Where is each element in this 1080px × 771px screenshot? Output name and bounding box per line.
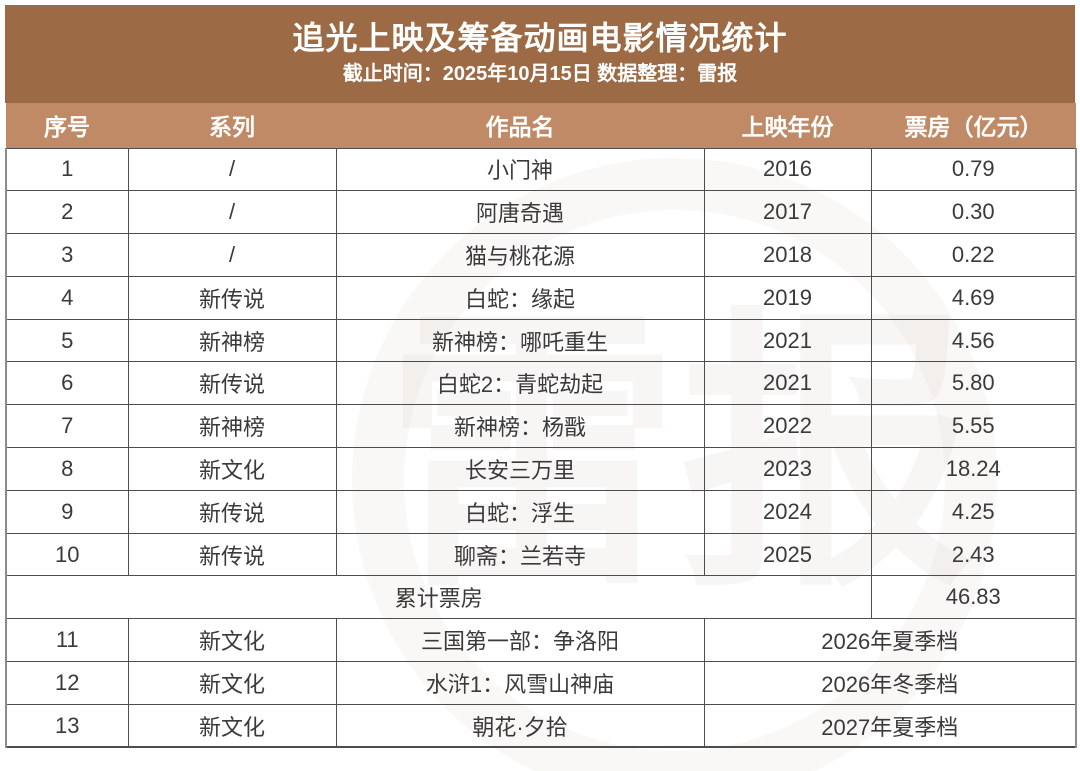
- cell-title: 白蛇2：青蛇劫起: [335, 361, 705, 406]
- cell-no: 8: [5, 447, 129, 491]
- table-row: 11 新文化 三国第一部：争洛阳 2026年夏季档: [5, 618, 1077, 663]
- cell-no: 5: [5, 318, 129, 363]
- table-row: 12 新文化 水浒1：风雪山神庙 2026年冬季档: [5, 661, 1077, 705]
- table-row: 13 新文化 朝花·夕拾 2027年夏季档: [5, 703, 1077, 748]
- table-row: 7 新神榜 新神榜：杨戬 2022 5.55: [5, 404, 1077, 449]
- column-header-year: 上映年份: [704, 103, 871, 148]
- page-title: 追光上映及筹备动画电影情况统计: [292, 20, 788, 56]
- cell-series: 新神榜: [127, 318, 337, 363]
- cell-year: 2024: [703, 489, 872, 534]
- cell-series: 新神榜: [127, 404, 337, 449]
- cell-series: 新文化: [127, 618, 337, 663]
- table-row: 1 / 小门神 2016 0.79: [5, 147, 1077, 192]
- cell-no: 7: [5, 404, 129, 449]
- cumulative-row: 累计票房 46.83: [5, 575, 1077, 620]
- table-row: 8 新文化 长安三万里 2023 18.24: [5, 447, 1077, 491]
- cell-title: 阿唐奇遇: [335, 190, 705, 235]
- cell-year: 2023: [703, 447, 872, 491]
- cell-box-office: 5.55: [870, 404, 1077, 449]
- table-row: 10 新传说 聊斋：兰若寺 2025 2.43: [5, 532, 1077, 577]
- column-header-no: 序号: [6, 103, 128, 148]
- cell-series: /: [127, 147, 337, 192]
- cell-no: 13: [5, 703, 129, 748]
- cell-box-office: 5.80: [870, 361, 1077, 406]
- cell-no: 3: [5, 233, 129, 277]
- cell-no: 11: [5, 618, 129, 663]
- cell-series: 新文化: [127, 703, 337, 748]
- cell-series: /: [127, 233, 337, 277]
- cell-no: 2: [5, 190, 129, 235]
- cell-box-office: 4.56: [870, 318, 1077, 363]
- cell-box-office: 0.79: [870, 147, 1077, 192]
- cell-year: 2025: [703, 532, 872, 577]
- cell-title: 三国第一部：争洛阳: [335, 618, 705, 663]
- cell-no: 4: [5, 275, 129, 320]
- cell-box-office: 0.30: [870, 190, 1077, 235]
- column-header-box-office: 票房（亿元）: [871, 103, 1076, 148]
- cell-year: 2021: [703, 318, 872, 363]
- main-header: 追光上映及筹备动画电影情况统计 截止时间：2025年10月15日 数据整理：雷报: [5, 5, 1075, 103]
- cell-title: 猫与桃花源: [335, 233, 705, 277]
- column-header-row: 序号 系列 作品名 上映年份 票房（亿元）: [6, 103, 1076, 148]
- cell-series: 新文化: [127, 447, 337, 491]
- cell-box-office: 0.22: [870, 233, 1077, 277]
- cell-title: 小门神: [335, 147, 705, 192]
- cell-title: 白蛇：缘起: [335, 275, 705, 320]
- cell-year: 2021: [703, 361, 872, 406]
- cell-no: 1: [5, 147, 129, 192]
- cell-series: 新传说: [127, 275, 337, 320]
- cell-schedule: 2026年冬季档: [703, 661, 1077, 705]
- cell-title: 水浒1：风雪山神庙: [335, 661, 705, 705]
- table-row: 5 新神榜 新神榜：哪吒重生 2021 4.56: [5, 318, 1077, 363]
- cell-year: 2022: [703, 404, 872, 449]
- cell-series: 新传说: [127, 489, 337, 534]
- cell-title: 白蛇：浮生: [335, 489, 705, 534]
- stats-table: 序号 系列 作品名 上映年份 票房（亿元） 1 / 小门神 2016 0.79 …: [5, 103, 1077, 749]
- table-row: 2 / 阿唐奇遇 2017 0.30: [5, 190, 1077, 235]
- cell-title: 长安三万里: [335, 447, 705, 491]
- cell-no: 12: [5, 661, 129, 705]
- cell-box-office: 4.69: [870, 275, 1077, 320]
- cell-title: 朝花·夕拾: [335, 703, 705, 748]
- cell-schedule: 2026年夏季档: [703, 618, 1077, 663]
- cumulative-value-cell: 46.83: [870, 575, 1077, 620]
- cell-year: 2018: [703, 233, 872, 277]
- cell-box-office: 2.43: [870, 532, 1077, 577]
- cell-box-office: 18.24: [870, 447, 1077, 491]
- cell-no: 10: [5, 532, 129, 577]
- cell-title: 新神榜：哪吒重生: [335, 318, 705, 363]
- cell-title: 新神榜：杨戬: [335, 404, 705, 449]
- cell-series: 新传说: [127, 361, 337, 406]
- table-row: 6 新传说 白蛇2：青蛇劫起 2021 5.80: [5, 361, 1077, 406]
- cell-title: 聊斋：兰若寺: [335, 532, 705, 577]
- column-header-series: 系列: [128, 103, 336, 148]
- cell-box-office: 4.25: [870, 489, 1077, 534]
- cell-series: 新文化: [127, 661, 337, 705]
- cell-series: 新传说: [127, 532, 337, 577]
- page-subtitle: 截止时间：2025年10月15日 数据整理：雷报: [342, 63, 738, 85]
- column-header-title: 作品名: [336, 103, 704, 148]
- cell-year: 2017: [703, 190, 872, 235]
- table-row: 4 新传说 白蛇：缘起 2019 4.69: [5, 275, 1077, 320]
- cell-series: /: [127, 190, 337, 235]
- cell-year: 2016: [703, 147, 872, 192]
- table-row: 3 / 猫与桃花源 2018 0.22: [5, 233, 1077, 277]
- table-row: 9 新传说 白蛇：浮生 2024 4.25: [5, 489, 1077, 534]
- cell-no: 9: [5, 489, 129, 534]
- cell-no: 6: [5, 361, 129, 406]
- cell-schedule: 2027年夏季档: [703, 703, 1077, 748]
- cell-year: 2019: [703, 275, 872, 320]
- cumulative-label-cell: 累计票房: [5, 575, 872, 620]
